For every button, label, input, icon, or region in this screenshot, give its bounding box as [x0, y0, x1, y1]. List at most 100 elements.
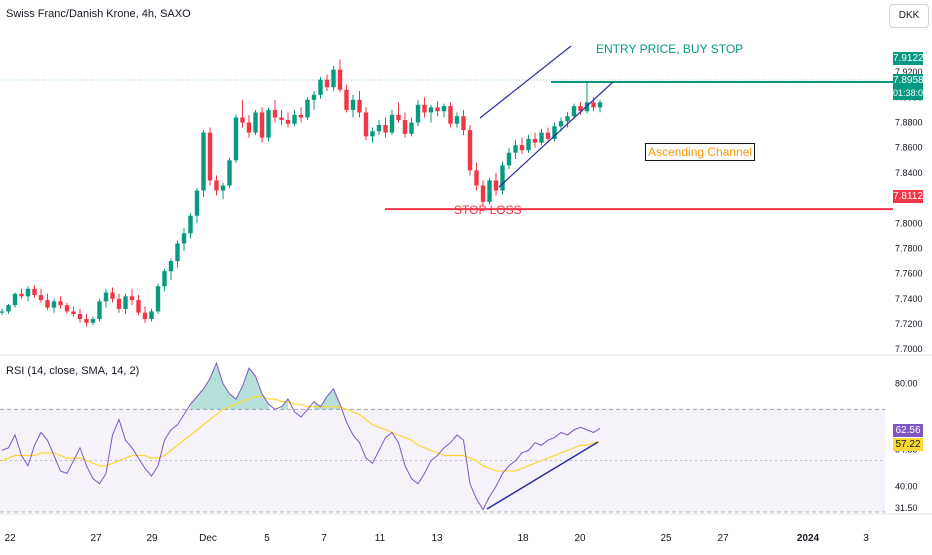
candle-body [32, 288, 37, 296]
time-tick-label: 5 [264, 533, 270, 544]
candle-body [428, 107, 434, 113]
price-tick-label: 7.8000 [895, 218, 923, 228]
ascending-channel[interactable] [479, 45, 614, 188]
candle-body [194, 190, 200, 216]
candle-body [344, 89, 349, 110]
candle-body [181, 233, 187, 244]
price-tick-label: 7.7800 [895, 243, 923, 253]
candle-body [266, 109, 271, 138]
entry-annotation[interactable]: ENTRY PRICE, BUY STOP [596, 42, 744, 56]
rsi-line [1, 361, 601, 511]
last-price-tag: 7.8958 [893, 74, 924, 87]
time-tick-label: 27 [717, 533, 729, 544]
candle-body [58, 301, 63, 306]
rsi-overbought-fill [314, 401, 321, 410]
rsi-series [1, 361, 601, 511]
candle-body [324, 79, 330, 88]
time-tick-label: 2024 [797, 533, 820, 544]
candle-body [578, 106, 583, 112]
channel-annotation[interactable]: Ascending Channel [645, 143, 756, 161]
price-tick-label: 7.7000 [895, 344, 923, 354]
candle-body [435, 107, 440, 112]
time-tick-label: 3 [863, 533, 869, 544]
time-tick-label: 11 [375, 533, 386, 544]
candle-body [370, 131, 375, 137]
candle-body [220, 185, 226, 191]
candle-body [45, 300, 50, 308]
candle-body [331, 69, 336, 88]
candle-body [19, 293, 24, 297]
candle-body [149, 311, 154, 319]
candle-body [448, 106, 453, 124]
candle-body [227, 160, 232, 186]
time-tick-label: 29 [146, 533, 158, 544]
candle-body [97, 301, 102, 319]
candle-body [415, 104, 421, 123]
candle-body [318, 79, 323, 95]
price-tick-label: 7.8400 [895, 168, 923, 178]
candle-body [441, 106, 447, 112]
stop-loss-annotation[interactable]: STOP LOSS [454, 203, 522, 217]
price-tick-label: 7.8800 [895, 118, 923, 128]
candle-body [545, 132, 551, 139]
candle-body [461, 116, 466, 131]
time-tick-label: 22 [4, 533, 16, 544]
price-tick-label: 7.9200 [895, 67, 923, 77]
candle-body [207, 132, 213, 181]
rsi-trendline [486, 441, 599, 510]
candle-body [363, 112, 369, 137]
candle-body [142, 312, 148, 319]
candle-body [591, 102, 596, 108]
time-tick-label: 20 [574, 533, 586, 544]
time-tick-label: 13 [431, 533, 443, 544]
candle-body [298, 114, 304, 118]
candle-body [38, 295, 44, 301]
candle-body [454, 116, 460, 124]
candle-body [123, 296, 128, 309]
candle-body [77, 313, 83, 319]
candle-body [292, 114, 297, 124]
candle-body [272, 109, 278, 118]
candle-body [103, 292, 109, 302]
rsi-overbought-fill [216, 363, 223, 410]
rsi-overbought-fill [197, 388, 204, 410]
candle-body [526, 138, 531, 151]
symbol-title: Swiss Franc/Danish Krone, 4h, SAXO [6, 8, 191, 20]
candle-body [116, 298, 122, 309]
candle-body [571, 106, 577, 117]
candle-body [279, 117, 284, 120]
candle-body [513, 145, 518, 153]
candle-body [259, 112, 265, 138]
rsi-band-fill [0, 409, 885, 512]
rsi-tick-label: 31.50 [895, 503, 918, 513]
candle-body [285, 119, 291, 124]
rsi-overbought-fill [327, 388, 334, 410]
rsi-overbought-fill [190, 396, 197, 410]
entry-price-tag: 7.9122 [893, 52, 924, 65]
rsi-overbought-fill [242, 368, 249, 410]
candle-body [51, 301, 57, 308]
rsi-sma-tag: 57.22 [893, 438, 923, 451]
candle-body [175, 243, 180, 262]
stop-price-tag: 7.8112 [893, 190, 923, 203]
candle-body [376, 125, 382, 132]
candle-body [233, 117, 239, 161]
candle-body [558, 121, 564, 127]
candle-body [597, 102, 603, 108]
candle-body [162, 271, 167, 287]
price-tick-label: 7.7200 [895, 319, 923, 329]
currency-button[interactable]: DKK [889, 4, 929, 28]
price-tick-label: 7.7600 [895, 269, 923, 279]
rsi-band [0, 408, 885, 513]
candle-body [396, 114, 401, 120]
candle-body [474, 170, 479, 186]
candle-body [246, 122, 252, 133]
candle-body [500, 165, 505, 191]
candle-body [493, 180, 499, 191]
candle-body [168, 261, 174, 272]
candle-body [129, 296, 135, 301]
candle-body [6, 305, 11, 312]
candle-body [487, 180, 492, 202]
